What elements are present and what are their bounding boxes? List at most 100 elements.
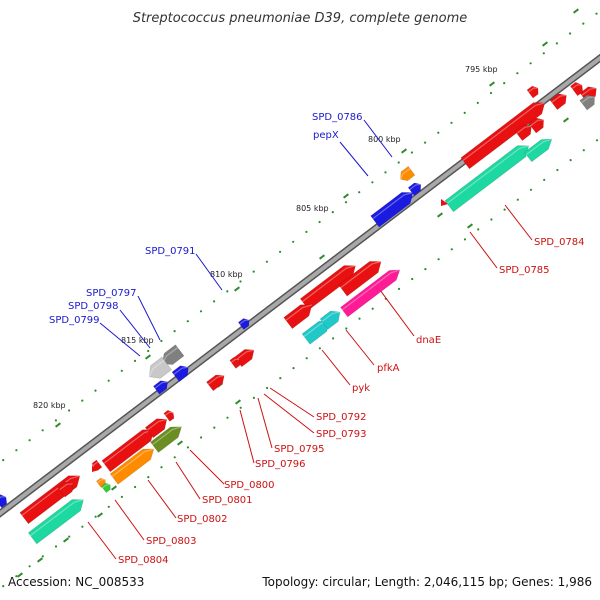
ruler-dot <box>569 32 572 35</box>
ruler-dot <box>252 396 255 399</box>
gene-label-pyk[interactable]: pyk <box>352 383 370 394</box>
gene-label-spd-0800[interactable]: SPD_0800 <box>224 480 275 491</box>
ruler-dot <box>266 386 269 390</box>
gene-label-spd-0802[interactable]: SPD_0802 <box>177 514 228 525</box>
ruler-dot <box>120 495 123 498</box>
ruler-dot <box>424 268 427 271</box>
ruler-tick-label: 820 kbp <box>33 401 66 410</box>
gene-label-spd-0796[interactable]: SPD_0796 <box>255 459 306 470</box>
gene-label-spd-0784[interactable]: SPD_0784 <box>534 237 585 248</box>
gene-feature-arrow <box>283 304 313 330</box>
ruler-dot <box>555 42 559 45</box>
gene-feature-arrow <box>514 124 532 142</box>
gene-feature-highlight <box>525 138 553 156</box>
gene-feature-highlight <box>341 269 401 311</box>
gene-label-spd-0785[interactable]: SPD_0785 <box>499 265 550 276</box>
ruler-dot <box>358 317 361 320</box>
gene-label-spd-0801[interactable]: SPD_0801 <box>202 495 253 506</box>
gene-feature-highlight <box>446 145 529 204</box>
gene-feature-arrow <box>340 269 401 318</box>
gene-feature-highlight <box>230 358 240 363</box>
ruler-tick <box>63 537 69 543</box>
ruler-dot <box>595 139 599 142</box>
gene-label-spd-0797[interactable]: SPD_0797 <box>86 288 137 299</box>
ruler-dot <box>437 258 440 261</box>
ruler-tick <box>437 212 443 218</box>
ruler-dot <box>160 339 163 343</box>
gene-label-pfka[interactable]: pfkA <box>377 363 400 374</box>
ruler-dot <box>186 446 189 449</box>
ruler-dot <box>15 575 18 578</box>
gene-feature-arrow <box>100 482 111 494</box>
ruler-dot <box>173 330 176 333</box>
ruler-tick-labels: 795 kbp 800 kbp 805 kbp 810 kbp 815 kbp … <box>33 65 498 410</box>
callout-line <box>269 387 315 418</box>
ruler-dot <box>2 459 5 462</box>
ruler-tick <box>541 41 549 47</box>
ruler-dot <box>173 456 176 459</box>
gene-feature-arrow <box>526 85 539 99</box>
ruler-tick-label: 815 kbp <box>121 336 154 345</box>
ruler-dot <box>556 168 559 172</box>
gene-label-dnae[interactable]: dnaE <box>416 335 441 346</box>
ruler-dot <box>331 211 334 214</box>
ruler-tick <box>37 557 43 563</box>
gene-label-spd-0803[interactable]: SPD_0803 <box>146 536 197 547</box>
ruler-tick <box>489 81 495 87</box>
gene-feature-arrow <box>441 199 448 206</box>
ruler-dot <box>476 101 479 104</box>
callout-line <box>189 449 225 485</box>
callout-line <box>239 409 255 464</box>
gene-label-spd-0792[interactable]: SPD_0792 <box>316 412 367 423</box>
ruler-tick-label: 795 kbp <box>465 65 498 74</box>
gene-feature-arrow <box>27 499 84 545</box>
ruler-dot <box>160 466 163 469</box>
ruler-dot <box>292 240 295 243</box>
ruler-dot <box>344 201 348 204</box>
ruler-dot <box>543 178 546 181</box>
gene-label-spd-0799[interactable]: SPD_0799 <box>49 315 100 326</box>
ruler-dot <box>252 270 255 273</box>
gene-feature-arrow <box>523 138 553 163</box>
ruler-tick-label: 805 kbp <box>296 204 329 213</box>
ruler-dot <box>437 131 440 134</box>
gene-label-spd-0791[interactable]: SPD_0791 <box>145 246 196 257</box>
gene-feature-highlight <box>571 84 583 90</box>
ruler-dot <box>81 525 84 528</box>
gene-label-spd-0786[interactable]: SPD_0786 <box>312 112 363 123</box>
gene-label-spd-0795[interactable]: SPD_0795 <box>274 444 325 455</box>
gene-feature-arrow <box>237 318 250 331</box>
ruler-dot <box>450 248 453 251</box>
ruler-dot <box>371 307 374 310</box>
ruler-dot <box>345 327 348 330</box>
genome-summary-text: Topology: circular; Length: 2,046,115 bp… <box>261 575 592 589</box>
gene-feature-highlight <box>207 375 225 385</box>
ruler-dot <box>147 349 150 353</box>
gene-feature-arrow <box>206 374 225 392</box>
gene-feature-highlight <box>516 125 532 134</box>
gene-feature-arrow <box>400 165 416 182</box>
gene-label-spd-0798[interactable]: SPD_0798 <box>68 301 119 312</box>
gene-feature-arrow <box>109 448 155 485</box>
gene-label-spd-0793[interactable]: SPD_0793 <box>316 429 367 440</box>
gene-feature-highlight <box>581 87 597 96</box>
gene-feature-arrow <box>370 192 414 228</box>
gene-feature-arrow <box>338 261 382 297</box>
ruler-tick <box>467 223 473 229</box>
gene-label-pepx[interactable]: pepX <box>313 130 339 141</box>
gene-feature-highlight <box>30 499 84 537</box>
gene-feature-highlight <box>239 319 250 325</box>
ruler-dot <box>94 515 97 518</box>
ruler-dot <box>463 238 467 241</box>
ruler-dot <box>529 62 532 65</box>
ruler-dot <box>489 91 493 95</box>
gene-label-spd-0804[interactable]: SPD_0804 <box>118 555 169 566</box>
gene-feature-highlight <box>409 183 421 191</box>
ruler-tick <box>97 512 103 518</box>
gene-feature-arrow <box>150 426 182 453</box>
ruler-dot <box>450 121 453 124</box>
gene-feature-highlight <box>173 366 189 375</box>
gene-feature-highlight <box>235 349 255 361</box>
gene-feature-arrow <box>549 93 567 111</box>
